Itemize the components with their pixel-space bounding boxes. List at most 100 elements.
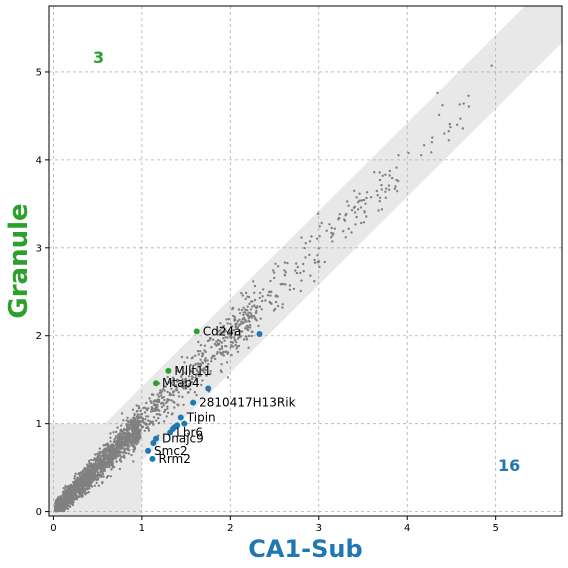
tick-layer: 0 1 2 3 4 5 0 1 2 3 4 5 bbox=[36, 67, 499, 534]
gene-point bbox=[255, 319, 258, 322]
gene-point bbox=[251, 300, 254, 303]
gene-point bbox=[86, 480, 89, 483]
gene-point bbox=[102, 448, 106, 452]
gene-point bbox=[280, 282, 283, 286]
gene-point bbox=[95, 470, 98, 473]
gene-point bbox=[168, 393, 171, 397]
gene-point bbox=[135, 443, 138, 446]
gene-point bbox=[201, 354, 204, 357]
gene-point bbox=[86, 478, 89, 481]
gene-point bbox=[119, 439, 123, 443]
gene-point bbox=[190, 377, 194, 381]
gene-point bbox=[184, 377, 188, 380]
gene-point bbox=[137, 421, 140, 424]
gene-point bbox=[96, 478, 100, 481]
gene-point bbox=[397, 154, 400, 157]
gene-point bbox=[80, 490, 83, 494]
gene-point bbox=[181, 395, 184, 399]
gene-point bbox=[248, 315, 251, 319]
gene-point bbox=[356, 201, 360, 204]
gene-point bbox=[113, 440, 116, 443]
gene-point bbox=[300, 279, 303, 282]
x-tick-label: 2 bbox=[227, 523, 233, 534]
gene-point bbox=[166, 411, 170, 415]
gene-point bbox=[252, 314, 256, 318]
gene-point bbox=[381, 174, 384, 177]
gene-point bbox=[220, 326, 224, 330]
gene-point bbox=[304, 242, 307, 245]
gene-point bbox=[201, 352, 204, 355]
gene-point bbox=[109, 440, 112, 443]
gene-point bbox=[201, 361, 204, 364]
gene-point bbox=[114, 430, 118, 434]
gene-point bbox=[384, 196, 387, 199]
gene-point bbox=[391, 176, 394, 180]
gene-point bbox=[54, 508, 57, 511]
gene-point bbox=[252, 280, 255, 283]
gene-point bbox=[188, 378, 191, 382]
gene-point bbox=[163, 410, 166, 414]
gene-point bbox=[114, 443, 118, 447]
gene-point bbox=[182, 387, 185, 390]
gene-point bbox=[172, 390, 175, 393]
granule-gene-point bbox=[153, 380, 160, 387]
gene-point bbox=[171, 376, 175, 379]
gene-point bbox=[384, 173, 387, 176]
gene-point bbox=[55, 501, 58, 504]
gene-point bbox=[197, 363, 200, 366]
gene-point bbox=[122, 419, 125, 422]
gene-point bbox=[378, 196, 382, 199]
gene-point bbox=[135, 427, 139, 430]
gene-point bbox=[231, 341, 234, 344]
gene-point bbox=[247, 346, 250, 349]
gene-point bbox=[118, 453, 121, 456]
gene-point bbox=[63, 508, 67, 511]
gene-point bbox=[170, 399, 173, 402]
gene-point bbox=[358, 192, 361, 195]
gene-point bbox=[99, 470, 102, 473]
gene-point bbox=[458, 103, 461, 106]
gene-point bbox=[209, 372, 212, 375]
gene-point bbox=[467, 105, 471, 108]
gene-point bbox=[226, 322, 229, 325]
gene-point bbox=[175, 378, 179, 381]
gene-point bbox=[128, 441, 131, 444]
gene-point bbox=[146, 426, 149, 429]
gene-point bbox=[217, 330, 220, 333]
gene-point bbox=[98, 458, 101, 461]
gene-point bbox=[181, 378, 184, 381]
gene-point bbox=[353, 211, 357, 214]
gene-point bbox=[75, 494, 79, 498]
gene-point bbox=[92, 479, 95, 482]
gene-point bbox=[80, 481, 84, 484]
gene-point bbox=[106, 444, 109, 448]
gene-point bbox=[71, 503, 75, 507]
gene-point bbox=[120, 451, 123, 454]
gene-point bbox=[119, 430, 123, 433]
gene-point bbox=[71, 492, 74, 495]
gene-point bbox=[242, 313, 245, 317]
gene-point bbox=[247, 319, 250, 323]
x-tick-label: 5 bbox=[492, 523, 498, 534]
gene-point bbox=[294, 269, 297, 272]
gene-point bbox=[163, 398, 166, 402]
gene-point bbox=[126, 425, 130, 428]
gene-point bbox=[123, 438, 126, 441]
gene-point bbox=[233, 315, 237, 319]
gene-point bbox=[137, 432, 140, 435]
gene-point bbox=[127, 438, 130, 441]
gene-point bbox=[254, 316, 257, 320]
gene-point bbox=[137, 415, 141, 418]
gene-point bbox=[93, 484, 97, 487]
gene-point bbox=[231, 345, 235, 348]
gene-point bbox=[132, 460, 135, 463]
gene-point bbox=[232, 336, 236, 339]
gene-point bbox=[177, 395, 181, 398]
gene-point bbox=[393, 187, 397, 190]
gene-point bbox=[156, 404, 159, 407]
gene-point bbox=[164, 385, 167, 388]
gene-point bbox=[250, 334, 253, 338]
gene-point bbox=[111, 443, 114, 446]
gene-point bbox=[196, 350, 200, 353]
gene-point bbox=[140, 412, 144, 416]
